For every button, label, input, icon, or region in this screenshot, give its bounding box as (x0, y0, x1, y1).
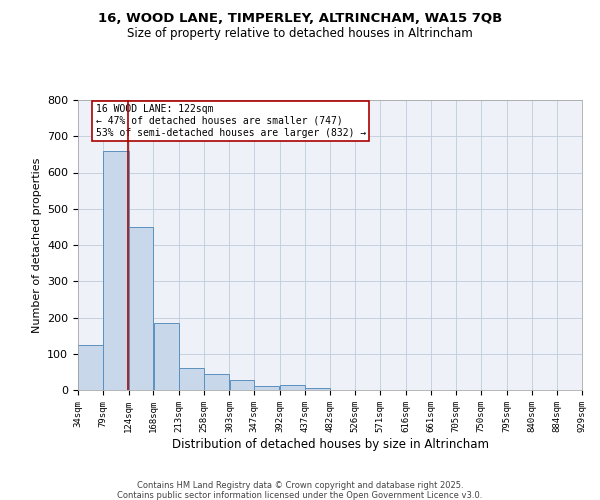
Bar (154, 323, 179, 390)
Bar (129, 227, 154, 390)
Bar (78, 344, 103, 390)
Text: 16 WOOD LANE: 122sqm
← 47% of detached houses are smaller (747)
53% of semi-deta: 16 WOOD LANE: 122sqm ← 47% of detached h… (95, 104, 366, 138)
X-axis label: Distribution of detached houses by size in Altrincham: Distribution of detached houses by size … (172, 438, 488, 450)
Bar (179, 368, 204, 390)
Text: Contains HM Land Registry data © Crown copyright and database right 2025.: Contains HM Land Registry data © Crown c… (137, 481, 463, 490)
Bar (305, 388, 330, 390)
Bar (254, 386, 280, 390)
Text: Contains public sector information licensed under the Open Government Licence v3: Contains public sector information licen… (118, 491, 482, 500)
Bar (103, 151, 128, 390)
Bar (230, 380, 254, 390)
Text: Size of property relative to detached houses in Altrincham: Size of property relative to detached ho… (127, 28, 473, 40)
Text: 16, WOOD LANE, TIMPERLEY, ALTRINCHAM, WA15 7QB: 16, WOOD LANE, TIMPERLEY, ALTRINCHAM, WA… (98, 12, 502, 26)
Bar (204, 374, 229, 390)
Y-axis label: Number of detached properties: Number of detached properties (32, 158, 41, 332)
Bar (280, 384, 305, 390)
